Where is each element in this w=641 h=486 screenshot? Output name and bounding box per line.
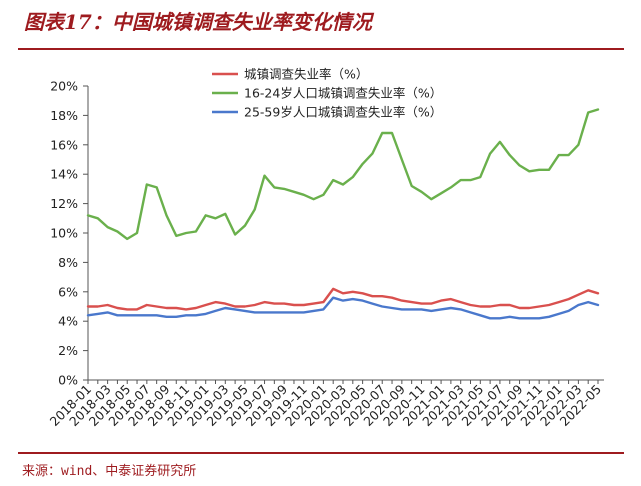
y-tick-label: 18% [50,108,78,123]
legend-label-1: 城镇调查失业率（%） [244,67,368,82]
legend-label-3: 25-59岁人口城镇调查失业率（%） [244,105,442,120]
source-note: 来源：wind、中泰证券研究所 [22,464,197,479]
footer-divider [18,452,624,454]
unemployment-line-chart: 0%2%4%6%8%10%12%14%16%18%20%2018-012018-… [47,67,605,430]
series-line-1 [86,287,600,311]
chart-legend: 城镇调查失业率（%） 16-24岁人口城镇调查失业率（%） 25-59岁人口城镇调查… [212,67,442,120]
y-tick-label: 10% [50,226,78,241]
y-tick-label: 0% [58,373,78,388]
legend-label-2: 16-24岁人口城镇调查失业率（%） [244,86,442,101]
title-divider [18,48,624,50]
y-tick-label: 2% [58,343,78,358]
y-tick-label: 4% [58,314,78,329]
chart-series-lines [86,108,600,320]
y-tick-label: 20% [50,79,78,94]
y-tick-label: 6% [58,284,78,299]
y-tick-label: 16% [50,137,78,152]
series-line-3 [86,296,600,320]
figure-title: 图表17：中国城镇调查失业率变化情况 [24,10,372,34]
y-tick-label: 8% [58,255,78,270]
chart-axes: 0%2%4%6%8%10%12%14%16%18%20%2018-012018-… [47,79,605,430]
y-tick-label: 12% [50,196,78,211]
y-tick-label: 14% [50,167,78,182]
series-line-2 [86,108,600,241]
